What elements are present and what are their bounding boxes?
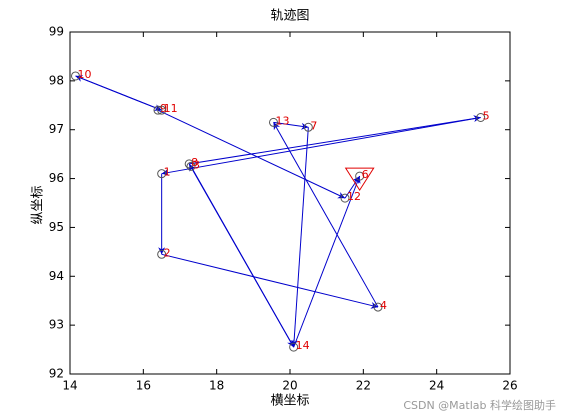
arrow [293,175,361,348]
point-label: 2 [164,246,171,259]
y-tick-label: 99 [49,25,64,39]
point-marker [157,249,167,259]
x-tick-label: 14 [62,379,77,393]
arrow [161,253,379,309]
y-tick-label: 98 [49,73,64,87]
y-tick-label: 94 [49,269,64,283]
point-marker [186,161,196,171]
x-tick-label: 18 [209,379,224,393]
x-tick-label: 26 [502,379,517,393]
point-marker [373,302,383,312]
x-tick-label: 24 [429,379,444,393]
point-label: 11 [164,102,178,115]
plot-area [69,31,511,375]
arrow [273,122,379,308]
point-marker [157,105,167,115]
arrow [157,109,346,199]
point-label: 7 [310,119,317,132]
y-tick-label: 95 [49,220,64,234]
arrow [161,117,481,176]
y-tick-label: 93 [49,318,64,332]
point-label: 1 [164,166,171,179]
arrow [75,75,162,111]
point-label: 12 [347,190,361,203]
point-label: 9 [160,102,167,115]
triangle-marker [344,167,375,192]
point-label: 10 [78,68,92,81]
point-marker [153,105,163,115]
y-axis-label: 纵坐标 [31,185,46,224]
x-axis-label: 横坐标 [270,394,309,409]
point-marker [157,169,167,179]
point-label: 6 [362,168,369,181]
watermark: CSDN @Matlab 科学绘图助手 [403,398,556,412]
point-marker [476,113,486,122]
y-tick-label: 96 [49,171,64,185]
arrow [290,127,309,348]
y-tick-label: 97 [49,122,64,136]
point-label: 14 [296,339,310,352]
x-tick-label: 22 [356,379,371,393]
chart-title: 轨迹图 [270,9,309,24]
x-tick-label: 16 [136,379,151,393]
point-label: 8 [191,156,198,169]
point-marker [269,117,278,127]
point-marker [303,122,313,132]
point-label: 4 [380,299,387,312]
point-marker [340,193,350,203]
point-marker [355,171,365,181]
arrow [273,121,309,130]
point-marker [184,159,194,169]
arrow [189,115,481,165]
point-marker [71,71,80,81]
point-label: 3 [193,158,200,171]
y-tick-label: 92 [49,367,64,381]
point-marker [289,342,299,352]
x-tick-label: 20 [282,379,297,393]
point-label: 13 [276,114,290,127]
arrow [190,166,295,348]
point-label: 5 [483,110,490,123]
